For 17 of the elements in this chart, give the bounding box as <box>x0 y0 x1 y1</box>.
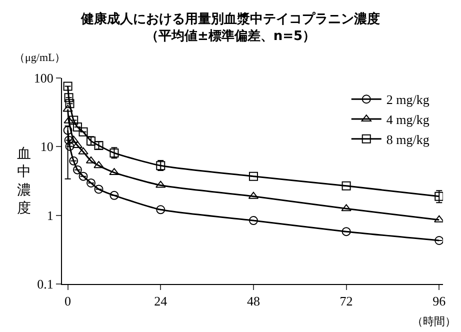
chart-subtitle: （平均値±標準偏差、n=5） <box>145 29 316 44</box>
text: （時間） <box>412 315 456 328</box>
x-tick-label: 0 <box>64 294 72 309</box>
text: （μg/mL） <box>14 52 66 64</box>
y-tick-label: 100 <box>34 70 54 86</box>
y-tick-label: 1 <box>46 208 54 223</box>
x-tick-label: 48 <box>246 294 260 309</box>
x-tick-label: 96 <box>432 294 446 309</box>
y-tick-label: 0.1 <box>37 276 54 292</box>
chart-title: 健康成人における用量別血漿中テイコプラニン濃度 <box>80 11 380 28</box>
x-tick-label: 24 <box>154 294 168 309</box>
legend-label: 8 mg/kg <box>386 132 430 147</box>
x-tick-label: 72 <box>340 294 353 309</box>
y-tick-label: 10 <box>40 139 54 154</box>
legend-label: 2 mg/kg <box>386 92 430 108</box>
legend-label: 4 mg/kg <box>386 112 430 128</box>
y-axis-title: 血中濃度 <box>17 146 31 217</box>
